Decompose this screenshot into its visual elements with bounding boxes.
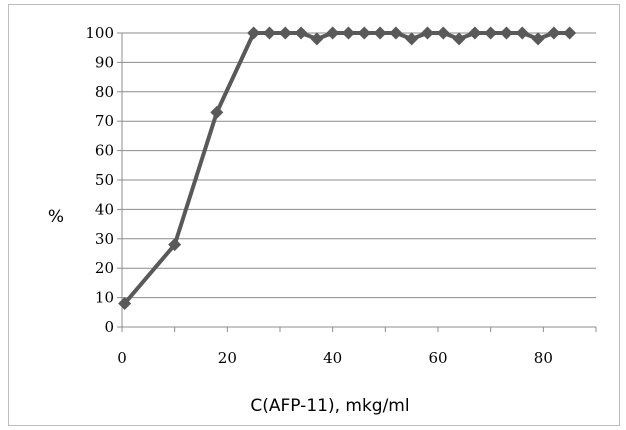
data-point <box>326 26 340 40</box>
y-tick-label-100: 100 <box>85 24 114 42</box>
data-point <box>499 26 513 40</box>
data-point <box>247 26 261 40</box>
data-point <box>310 32 324 46</box>
y-tick-label-70: 70 <box>95 112 114 130</box>
y-tick-label-40: 40 <box>95 200 114 218</box>
data-point <box>357 26 371 40</box>
data-point <box>436 26 450 40</box>
data-point <box>294 26 308 40</box>
y-tick-label-30: 30 <box>95 230 114 248</box>
series-line-0 <box>123 31 570 305</box>
data-point <box>405 32 419 46</box>
data-point <box>531 32 545 46</box>
y-tick-label-80: 80 <box>95 83 114 101</box>
gridlines <box>122 32 596 299</box>
x-tick-label-0: 0 <box>117 349 127 367</box>
data-point <box>468 26 482 40</box>
y-tick-label-50: 50 <box>95 171 114 189</box>
y-tick-label-0: 0 <box>104 318 114 336</box>
x-tick-label-20: 20 <box>218 349 237 367</box>
data-point <box>278 26 292 40</box>
y-tick-label-20: 20 <box>95 259 114 277</box>
data-point <box>389 26 403 40</box>
data-point <box>168 238 182 252</box>
data-series <box>118 26 577 310</box>
data-point <box>452 32 466 46</box>
data-point <box>118 296 132 310</box>
tick-labels: 0 10 20 30 40 50 60 70 80 90 100 0 20 40 60 80 <box>85 24 553 367</box>
data-point <box>420 26 434 40</box>
y-tick-label-60: 60 <box>95 142 114 160</box>
data-point <box>341 26 355 40</box>
axes <box>117 32 597 332</box>
x-tick-label-80: 80 <box>534 349 553 367</box>
x-axis-title: C(AFP-11), mkg/ml <box>250 396 409 416</box>
y-axis-title: % <box>48 207 64 227</box>
chart-frame <box>8 4 620 426</box>
data-point <box>484 26 498 40</box>
data-point <box>210 105 224 119</box>
data-point <box>262 26 276 40</box>
data-point <box>547 26 561 40</box>
data-point <box>515 26 529 40</box>
data-point <box>563 26 577 40</box>
x-tick-label-40: 40 <box>323 349 342 367</box>
y-tick-label-90: 90 <box>95 53 114 71</box>
x-tick-label-60: 60 <box>428 349 447 367</box>
y-tick-label-10: 10 <box>95 289 114 307</box>
data-point <box>373 26 387 40</box>
